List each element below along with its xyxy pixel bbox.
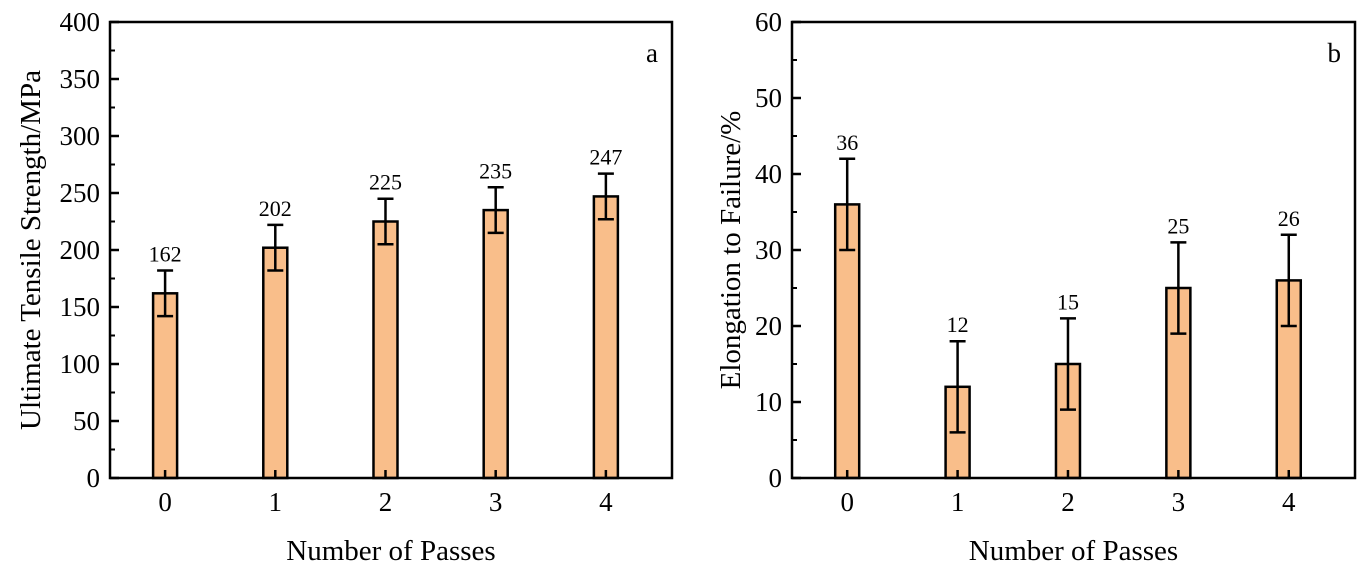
error-bar-a-4 bbox=[597, 172, 614, 221]
x-tick-label-a-2: 2 bbox=[379, 487, 393, 517]
y-tick-label-a-350: 350 bbox=[60, 64, 101, 94]
y-tick-label-b-60: 60 bbox=[755, 7, 782, 37]
data-label-b-4: 26 bbox=[1278, 206, 1300, 231]
y-tick-label-b-30: 30 bbox=[755, 235, 782, 265]
y-tick-label-b-10: 10 bbox=[755, 387, 782, 417]
data-label-a-1: 202 bbox=[259, 196, 292, 221]
error-bar-b-1 bbox=[949, 339, 966, 434]
x-axis-title-a: Number of Passes bbox=[286, 535, 495, 567]
y-tick-label-a-50: 50 bbox=[73, 406, 100, 436]
error-bar-a-0 bbox=[157, 269, 174, 318]
error-bar-a-1 bbox=[267, 223, 284, 272]
x-axis-title-b: Number of Passes bbox=[969, 535, 1178, 567]
data-label-a-4: 247 bbox=[589, 145, 622, 170]
y-tick-label-a-200: 200 bbox=[60, 235, 101, 265]
y-tick-label-a-400: 400 bbox=[60, 7, 101, 37]
y-tick-label-b-40: 40 bbox=[755, 159, 782, 189]
y-tick-label-a-0: 0 bbox=[87, 463, 101, 493]
y-tick-label-a-150: 150 bbox=[60, 292, 101, 322]
chart-panel-a: 162 202 225 235 247 0 50 100 150 200 250 300 350 400 0… bbox=[15, 7, 674, 567]
bar-a-0 bbox=[151, 292, 179, 480]
y-tick-label-a-300: 300 bbox=[60, 121, 101, 151]
data-label-b-3: 25 bbox=[1167, 213, 1189, 238]
data-label-b-2: 15 bbox=[1057, 289, 1079, 314]
x-tick-label-a-0: 0 bbox=[158, 487, 172, 517]
x-tick-label-a-3: 3 bbox=[489, 487, 503, 517]
y-tick-label-b-20: 20 bbox=[755, 311, 782, 341]
data-label-a-0: 162 bbox=[149, 242, 182, 267]
bar-a-1 bbox=[262, 246, 289, 480]
error-bar-b-2 bbox=[1059, 317, 1076, 411]
bar-a-3 bbox=[482, 208, 509, 480]
x-tick-label-a-1: 1 bbox=[269, 487, 283, 517]
y-tick-label-b-0: 0 bbox=[769, 463, 783, 493]
error-bar-b-3 bbox=[1170, 241, 1187, 335]
data-label-b-1: 12 bbox=[947, 312, 969, 337]
y-tick-label-a-250: 250 bbox=[60, 178, 101, 208]
y-tick-label-b-50: 50 bbox=[755, 83, 782, 113]
error-bar-b-4 bbox=[1280, 233, 1297, 328]
x-tick-label-b-1: 1 bbox=[951, 487, 965, 517]
panel-label-b: b bbox=[1328, 38, 1342, 68]
x-tick-label-b-2: 2 bbox=[1061, 487, 1075, 517]
y-axis-title-a: Ultimate Tensile Strength/MPa bbox=[15, 70, 47, 430]
x-tick-label-a-4: 4 bbox=[599, 487, 613, 517]
data-label-a-2: 225 bbox=[369, 170, 402, 195]
y-tick-label-a-100: 100 bbox=[60, 349, 101, 379]
x-tick-label-b-0: 0 bbox=[840, 487, 854, 517]
data-label-a-3: 235 bbox=[479, 158, 512, 183]
y-axis-title-b: Elongation to Failure/% bbox=[715, 111, 747, 390]
data-label-b-0: 36 bbox=[836, 130, 858, 155]
panel-label-a: a bbox=[646, 38, 658, 68]
error-bar-b-0 bbox=[839, 157, 856, 252]
bar-a-2 bbox=[372, 220, 399, 480]
bar-a-4 bbox=[592, 195, 620, 480]
error-bar-a-2 bbox=[377, 197, 394, 246]
x-tick-label-b-4: 4 bbox=[1282, 487, 1296, 517]
x-tick-label-b-3: 3 bbox=[1172, 487, 1186, 517]
error-bar-a-3 bbox=[487, 186, 504, 235]
